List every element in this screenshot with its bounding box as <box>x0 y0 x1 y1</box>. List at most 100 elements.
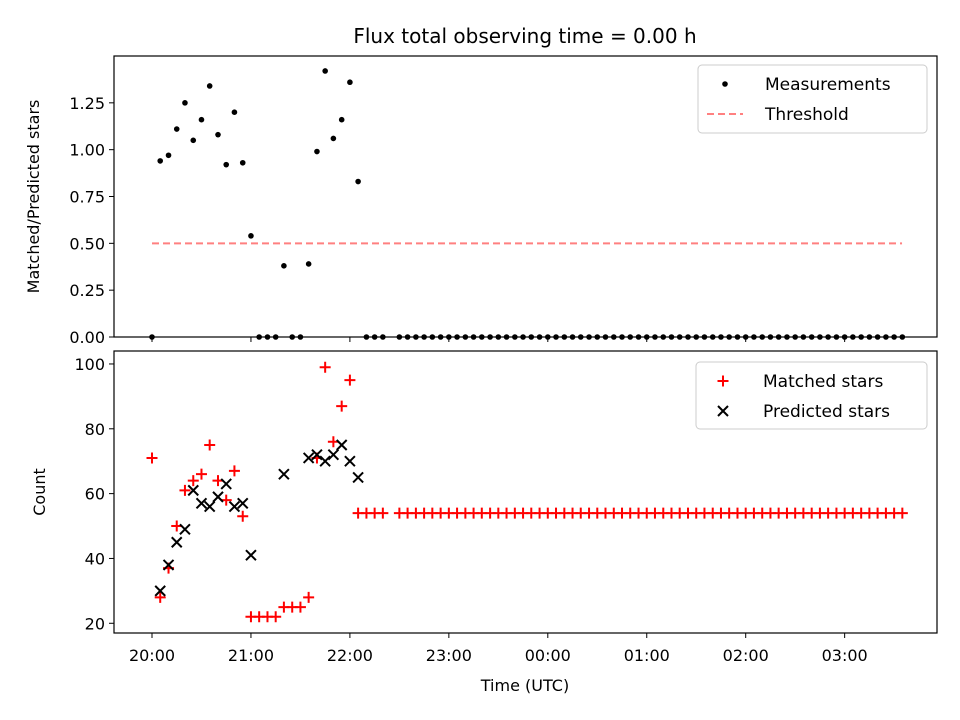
measurements-point <box>173 126 180 132</box>
measurements-point <box>338 116 345 123</box>
matched-stars-point <box>270 611 282 623</box>
predicted-stars-point <box>228 500 241 513</box>
matched-stars-point <box>228 465 240 477</box>
predicted-stars-point <box>302 452 315 464</box>
predicted-stars-legend-label: Predicted stars <box>763 402 890 422</box>
count-panel-ytick-label: 80 <box>85 420 105 439</box>
x-tick-label: 20:00 <box>129 646 175 665</box>
measurements-point <box>314 148 320 155</box>
count-panel-ytick-label: 100 <box>74 355 105 374</box>
measurements-point <box>602 334 609 340</box>
measurements-point <box>775 334 782 340</box>
ratio-panel-ytick-label: 0.50 <box>69 234 105 253</box>
x-tick-label: 23:00 <box>426 646 472 665</box>
measurements-point <box>701 334 708 340</box>
matched-stars-legend-marker <box>717 375 729 387</box>
measurements-point <box>850 334 856 340</box>
measurements-point <box>586 334 592 340</box>
measurements-point <box>668 334 675 340</box>
measurements-point <box>800 334 807 340</box>
measurements-point <box>248 233 254 239</box>
predicted-stars-point <box>162 559 175 571</box>
measurements-point <box>660 334 667 340</box>
measurements-point <box>198 116 205 123</box>
measurements-point <box>619 334 625 340</box>
measurements-point <box>503 334 510 340</box>
predicted-stars-point <box>195 497 208 510</box>
measurements-point <box>512 334 518 340</box>
measurements-point <box>561 334 568 340</box>
measurements-point <box>594 334 601 340</box>
measurements-point <box>553 334 559 340</box>
matched-stars-point <box>154 591 166 603</box>
measurements-point <box>281 263 287 269</box>
matched-stars-point <box>179 484 191 496</box>
measurements-point <box>676 334 683 340</box>
matched-stars-legend-label: Matched stars <box>763 372 883 392</box>
predicted-stars-point <box>203 500 216 513</box>
measurements-point <box>223 161 230 168</box>
measurements-point <box>866 334 873 340</box>
predicted-stars-point <box>278 468 290 480</box>
measurements-point <box>709 334 716 340</box>
measurements-point <box>784 334 790 340</box>
measurements-point <box>577 334 584 340</box>
measurements-point <box>371 334 378 340</box>
count-panel-ytick-label: 20 <box>85 614 105 633</box>
measurements-point <box>231 109 238 115</box>
measurements-point <box>693 334 700 340</box>
measurements-point <box>479 334 485 340</box>
count-panel-ylabel: Count <box>30 468 49 516</box>
threshold-legend-label: Threshold <box>764 105 849 125</box>
measurements-point <box>347 79 353 86</box>
matched-stars-point <box>377 507 389 519</box>
x-tick-label: 01:00 <box>624 646 670 665</box>
matched-stars-point <box>187 475 199 487</box>
predicted-stars-point <box>319 455 331 467</box>
measurements-point <box>421 334 427 340</box>
ratio-panel-legend <box>697 64 928 134</box>
measurements-point <box>429 334 436 340</box>
measurements-point <box>396 334 403 340</box>
measurements-point <box>817 334 823 340</box>
predicted-stars-point <box>327 449 340 461</box>
measurements-point <box>718 334 724 340</box>
measurements-point <box>355 178 361 185</box>
measurements-point <box>808 334 815 340</box>
measurements-point <box>462 334 469 340</box>
measurements-point <box>899 334 906 340</box>
measurements-point <box>528 334 535 340</box>
predicted-stars-point <box>187 484 199 497</box>
measurements-point <box>165 152 172 159</box>
predicted-stars-point <box>335 439 348 451</box>
measurements-point <box>858 334 864 340</box>
measurements-point <box>297 334 304 340</box>
matched-stars-point <box>303 591 315 603</box>
ratio-panel-ytick-label: 1.00 <box>69 141 105 160</box>
measurements-point <box>157 158 164 164</box>
x-tick-label: 00:00 <box>525 646 571 665</box>
measurements-point <box>751 334 757 340</box>
measurements-point <box>487 334 493 340</box>
measurements-point <box>190 137 197 144</box>
predicted-stars-legend-marker <box>717 405 729 417</box>
measurements-point <box>643 334 650 340</box>
measurements-point <box>726 334 732 340</box>
measurements-point <box>734 334 741 340</box>
predicted-stars-point <box>171 536 183 548</box>
measurements-point <box>264 334 271 340</box>
matched-stars-point <box>344 374 356 386</box>
predicted-stars-point <box>344 455 356 467</box>
matched-stars-point <box>896 507 908 519</box>
x-axis-label: Time (UTC) <box>480 676 569 695</box>
measurements-point <box>685 334 691 340</box>
measurements-point <box>891 334 897 340</box>
measurements-point <box>841 334 848 340</box>
predicted-stars-point <box>212 491 224 503</box>
x-tick-label: 22:00 <box>327 646 373 665</box>
measurements-point <box>305 261 312 267</box>
matched-stars-point <box>146 452 158 464</box>
measurements-point <box>759 334 766 340</box>
matched-stars-point <box>195 468 207 480</box>
